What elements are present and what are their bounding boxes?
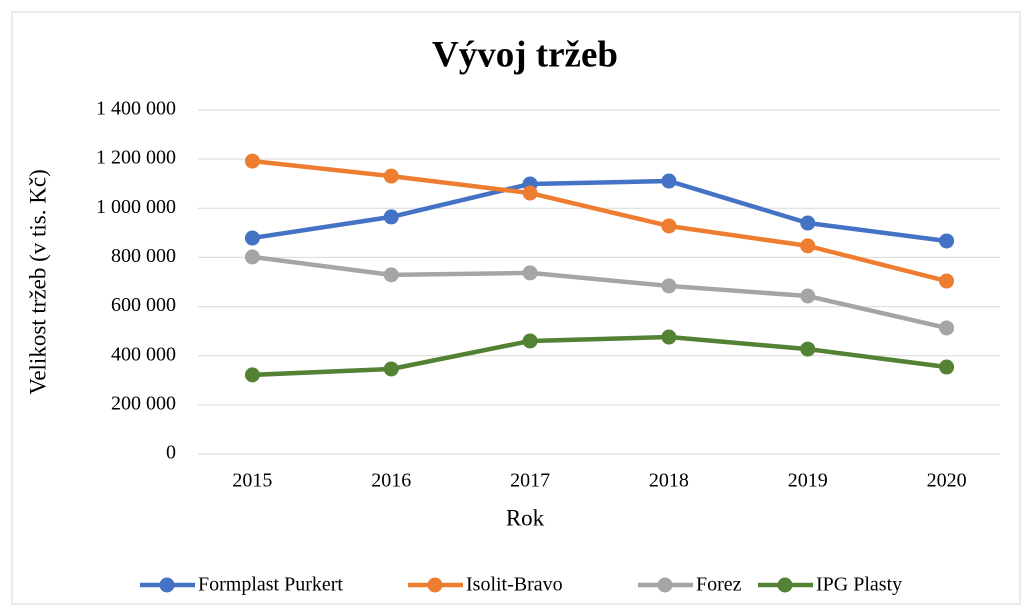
y-tick-label: 200 000: [111, 392, 176, 414]
legend-marker: [427, 577, 443, 593]
y-tick-label: 400 000: [111, 343, 176, 365]
legend-marker: [657, 577, 673, 593]
y-tick-label: 0: [166, 442, 176, 464]
y-tick-label: 1 000 000: [96, 196, 176, 218]
marker: [661, 218, 677, 234]
legend-marker: [777, 577, 793, 593]
x-tick-label: 2016: [371, 470, 411, 492]
x-tick-label: 2019: [788, 470, 828, 492]
y-tick-label: 1 200 000: [96, 147, 176, 169]
marker: [522, 265, 538, 281]
legend-label: IPG Plasty: [816, 574, 902, 596]
x-axis-title: Rok: [506, 505, 545, 530]
line: [252, 178, 947, 244]
line: [252, 334, 947, 378]
marker: [522, 333, 538, 349]
marker: [939, 273, 955, 289]
marker: [939, 359, 955, 375]
marker: [244, 249, 260, 265]
marker: [939, 320, 955, 336]
y-tick-label: 1 400 000: [96, 98, 176, 120]
marker: [244, 230, 260, 246]
line: [252, 158, 948, 284]
marker: [244, 153, 260, 169]
marker: [661, 173, 677, 189]
y-axis-title: Velikost tržeb (v tis. Kč): [25, 169, 50, 394]
x-tick-label: 2018: [649, 470, 689, 492]
marker: [800, 238, 816, 254]
marker: [939, 233, 955, 249]
marker: [661, 329, 677, 345]
marker: [661, 278, 677, 294]
marker: [383, 209, 399, 225]
marker: [383, 267, 399, 283]
marker: [800, 341, 816, 357]
legend-label: Formplast Purkert: [198, 574, 343, 596]
legend-label: Isolit-Bravo: [466, 574, 563, 596]
marker: [383, 168, 399, 184]
legend-marker: [159, 577, 175, 593]
legend-label: Forez: [696, 574, 742, 596]
y-tick-label: 800 000: [111, 245, 176, 267]
x-tick-label: 2017: [510, 470, 550, 492]
marker: [800, 288, 816, 304]
marker: [800, 215, 816, 231]
x-tick-label: 2015: [232, 470, 272, 492]
y-tick-label: 600 000: [111, 294, 176, 316]
marker: [522, 185, 538, 201]
marker: [383, 361, 399, 377]
line: [252, 254, 948, 331]
x-tick-label: 2020: [927, 470, 967, 492]
chart-title: Vývoj tržeb: [432, 34, 618, 75]
marker: [244, 367, 260, 383]
